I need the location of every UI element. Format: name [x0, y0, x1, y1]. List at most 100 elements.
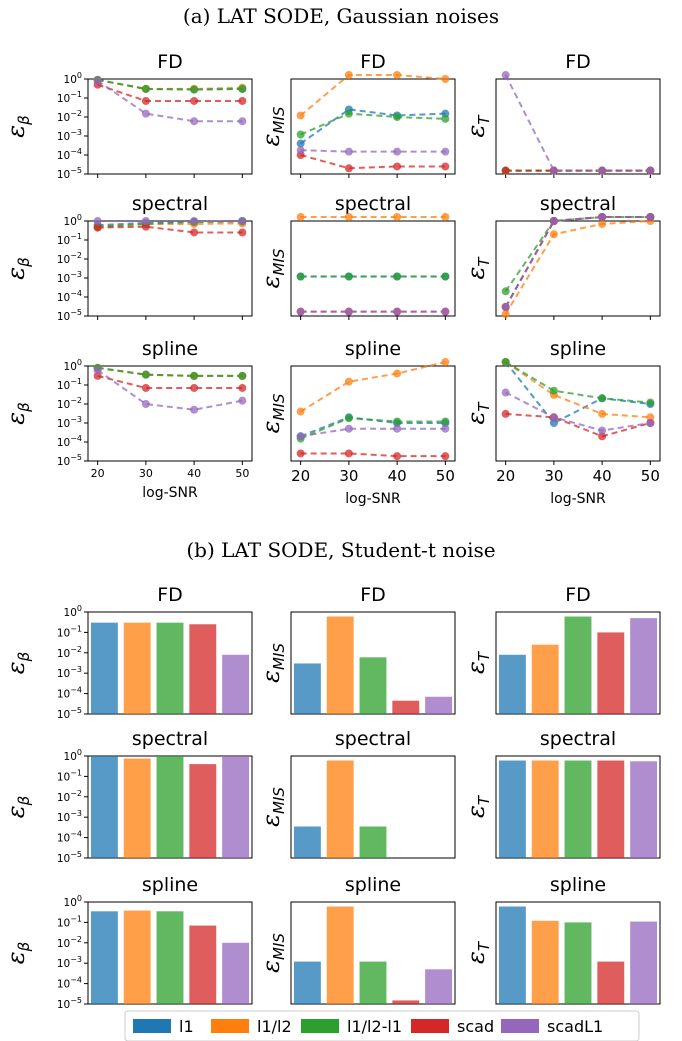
bar-l1/l2-l1 — [156, 911, 184, 1004]
data-point-scad — [141, 383, 150, 392]
bar-scadL1 — [630, 921, 658, 1004]
y-tick-label: 100 — [64, 358, 82, 373]
data-point-l1/l2 — [393, 369, 402, 378]
legend-swatch — [133, 1019, 171, 1033]
legend-box — [124, 1010, 640, 1041]
panel-a-FD-mis: FD εMIS — [257, 51, 456, 178]
bar-scad — [392, 700, 420, 714]
panel-title: FD — [360, 584, 386, 606]
panel-a-spectral-t: spectral εT — [462, 193, 661, 320]
data-point-l1/l2 — [646, 413, 655, 422]
bar-l1 — [498, 760, 526, 858]
data-point-scad — [238, 228, 247, 237]
data-point-scadL1 — [190, 405, 199, 414]
x-tick-label: 30 — [139, 467, 153, 480]
data-point-l1/l2-l1 — [646, 398, 655, 407]
data-point-scadL1 — [393, 147, 402, 156]
x-tick-label: 20 — [496, 467, 515, 485]
bar-scadL1 — [425, 969, 453, 1004]
x-tick-label: 30 — [339, 467, 358, 485]
axes-frame — [290, 78, 456, 175]
panel-title: spectral — [540, 193, 616, 215]
data-point-scadL1 — [141, 217, 150, 225]
x-tick-label: 40 — [593, 467, 612, 485]
series-line-scad — [505, 412, 651, 438]
data-point-scadL1 — [141, 109, 150, 118]
data-point-scadL1 — [501, 71, 510, 79]
data-point-scadL1 — [598, 426, 607, 435]
axes-frame — [87, 78, 253, 175]
data-point-l1/l2-l1 — [238, 84, 247, 93]
bar-l1/l2-l1 — [564, 760, 592, 858]
y-axis-label: εβ — [2, 651, 33, 674]
panel-title: spline — [142, 874, 198, 896]
data-point-l1/l2-l1 — [393, 272, 402, 281]
legend: l1 l1/l2 l1/l2-l1 scad scadL1 — [124, 1010, 640, 1041]
x-axis-label: log-SNR — [142, 485, 198, 501]
panel-b-FD-t: FD εT — [462, 584, 661, 715]
data-point-scadL1 — [296, 146, 305, 155]
data-point-scadL1 — [501, 388, 510, 397]
series-line-l1 — [504, 216, 651, 308]
y-axis-label: εβ — [2, 402, 33, 425]
y-tick-label: 10−4 — [57, 289, 82, 304]
panel-title: FD — [157, 584, 183, 606]
y-tick-label: 10−2 — [57, 789, 82, 804]
legend-item-l1/l2-l1: l1/l2-l1 — [301, 1017, 402, 1036]
series-line-l1/l2-l1 — [97, 78, 243, 91]
y-tick-label: 10−5 — [57, 706, 82, 721]
bar-scad — [189, 925, 217, 1004]
y-tick-label: 10−4 — [57, 434, 82, 449]
panel-title: FD — [157, 51, 183, 73]
x-tick-label: 40 — [388, 467, 407, 485]
data-point-scadL1 — [646, 419, 655, 427]
data-point-l1/l2-l1 — [141, 84, 150, 93]
data-point-l1/l2-l1 — [441, 272, 450, 281]
data-point-scadL1 — [441, 424, 450, 433]
data-point-l1/l2-l1 — [296, 130, 305, 139]
bar-l1 — [293, 961, 321, 1004]
panel-a-spline-mis: spline εMIS 20 30 40 50 log-SNR — [257, 338, 456, 507]
bar-l1 — [90, 622, 118, 714]
data-point-l1/l2 — [296, 407, 305, 416]
y-tick-label: 10−1 — [57, 914, 82, 929]
series-line-scad — [97, 83, 243, 102]
data-point-scadL1 — [93, 217, 102, 225]
y-tick-label: 10−5 — [57, 850, 82, 865]
data-point-scadL1 — [549, 166, 558, 175]
panel-b-spline-t: spline εT — [462, 874, 661, 1005]
bar-l1/l2-l1 — [359, 826, 387, 858]
bar-scadL1 — [425, 696, 453, 714]
data-point-scadL1 — [646, 166, 655, 175]
panel-title: spline — [142, 338, 198, 360]
panel-a-FD-beta: FD εβ 100 10−1 10−2 10−3 10−4 10−5 — [2, 51, 253, 181]
series-line-l1/l2-l1 — [97, 366, 243, 377]
series-line-l1/l2-l1 — [505, 361, 651, 404]
data-point-l1/l2-l1 — [344, 414, 353, 423]
legend-label: l1/l2 — [257, 1017, 292, 1036]
bar-l1/l2-l1 — [564, 922, 592, 1004]
y-tick-label: 10−3 — [57, 128, 82, 143]
y-tick-label: 10−5 — [57, 453, 82, 468]
data-point-scad — [141, 96, 150, 105]
bar-l1 — [293, 663, 321, 714]
y-tick-label: 10−4 — [57, 686, 82, 701]
bar-scadL1 — [222, 654, 250, 714]
data-point-scad — [238, 383, 247, 392]
data-point-scadL1 — [238, 117, 247, 126]
y-tick-label: 10−1 — [57, 624, 82, 639]
data-point-scadL1 — [441, 307, 450, 316]
y-tick-label: 10−3 — [57, 415, 82, 430]
panel-b-spline-beta: spline εβ 100 10−1 10−2 10−3 10−4 10−5 — [2, 874, 253, 1011]
data-point-l1/l2-l1 — [190, 371, 199, 380]
bar-scadL1 — [222, 756, 250, 858]
data-point-scad — [441, 162, 450, 171]
data-point-scadL1 — [501, 302, 510, 311]
panel-title: spectral — [335, 193, 411, 215]
data-point-scadL1 — [344, 307, 353, 316]
y-axis-label: εMIS — [257, 393, 288, 433]
bar-scad — [597, 632, 625, 714]
section-title-a: (a) LAT SODE, Gaussian noises — [183, 4, 499, 28]
axes-frame — [290, 220, 456, 317]
series-line-scad — [300, 154, 446, 170]
